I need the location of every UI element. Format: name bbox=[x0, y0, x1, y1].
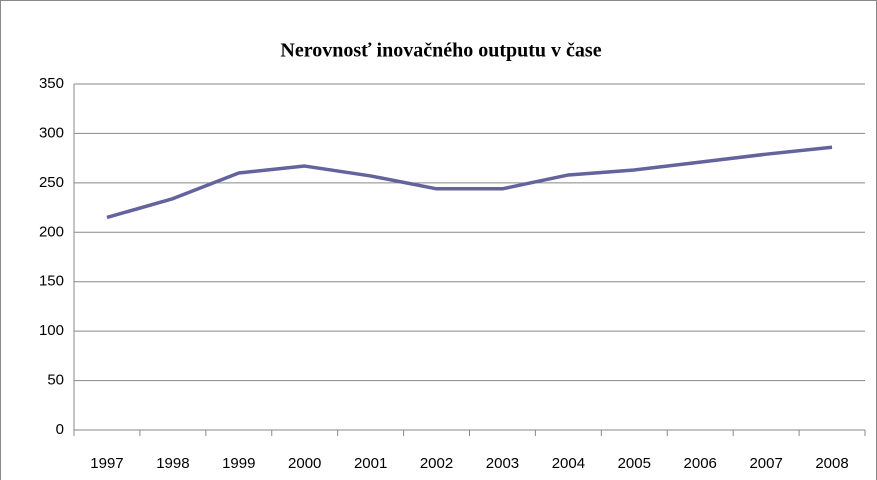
chart-title: Nerovnosť inovačného outputu v čase bbox=[280, 40, 601, 62]
x-tick-label: 2002 bbox=[420, 455, 453, 472]
y-tick-label: 100 bbox=[39, 322, 64, 339]
y-tick-label: 150 bbox=[39, 273, 64, 290]
x-tick-label: 2003 bbox=[486, 455, 519, 472]
x-tick-label: 1999 bbox=[222, 455, 255, 472]
y-tick-label: 50 bbox=[47, 372, 64, 389]
x-tick-label: 2008 bbox=[815, 455, 848, 472]
x-tick-label: 2001 bbox=[354, 455, 387, 472]
y-tick-label: 300 bbox=[39, 124, 64, 141]
x-tick-label: 2005 bbox=[618, 455, 651, 472]
x-tick-label: 2007 bbox=[749, 455, 782, 472]
y-tick-label: 0 bbox=[56, 421, 64, 438]
y-tick-label: 200 bbox=[39, 223, 64, 240]
y-tick-label: 350 bbox=[39, 75, 64, 92]
y-tick-label: 250 bbox=[39, 174, 64, 191]
x-tick-label: 2004 bbox=[552, 455, 585, 472]
x-tick-label: 1998 bbox=[156, 455, 189, 472]
x-tick-label: 1997 bbox=[90, 455, 123, 472]
x-tick-label: 2000 bbox=[288, 455, 321, 472]
x-tick-label: 2006 bbox=[684, 455, 717, 472]
line-series bbox=[106, 145, 833, 220]
